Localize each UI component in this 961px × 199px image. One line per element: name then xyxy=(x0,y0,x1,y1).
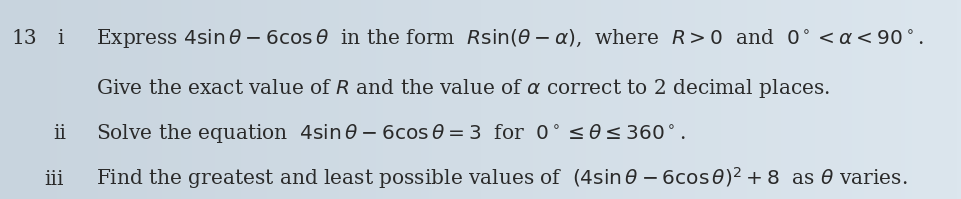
Text: Solve the equation  $4\sin\theta - 6\cos\theta = 3$  for  $0^\circ \leq \theta \: Solve the equation $4\sin\theta - 6\cos\… xyxy=(96,122,685,145)
Text: i: i xyxy=(58,29,64,48)
Text: Find the greatest and least possible values of  $(4\sin\theta - 6\cos\theta)^2 +: Find the greatest and least possible val… xyxy=(96,165,907,191)
Text: Express $4\sin\theta - 6\cos\theta$  in the form  $R\sin(\theta - \alpha)$,  whe: Express $4\sin\theta - 6\cos\theta$ in t… xyxy=(96,27,923,50)
Text: Give the exact value of $R$ and the value of $\alpha$ correct to 2 decimal place: Give the exact value of $R$ and the valu… xyxy=(96,77,829,100)
Text: ii: ii xyxy=(53,124,66,143)
Text: 13: 13 xyxy=(12,29,37,48)
Text: iii: iii xyxy=(44,170,63,189)
